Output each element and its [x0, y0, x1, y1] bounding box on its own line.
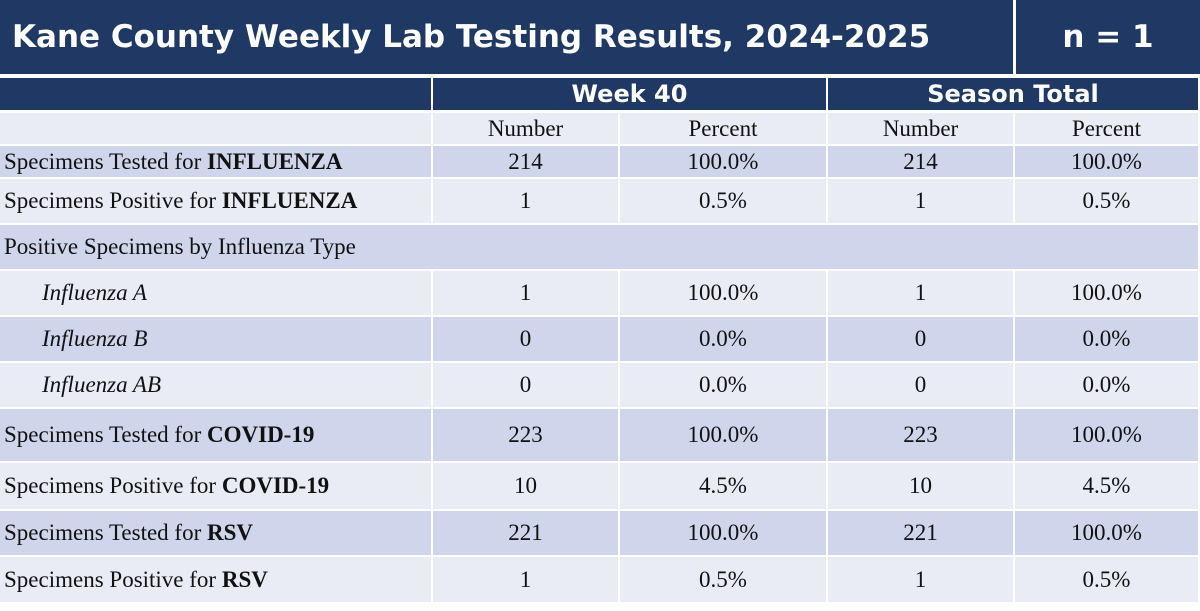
- column-header-blank: [0, 113, 431, 144]
- value-cell: 0.0%: [1015, 317, 1198, 361]
- value-cell: 0.5%: [1015, 179, 1198, 223]
- value-cell: 0.0%: [620, 317, 826, 361]
- row-label: Specimens Tested for INFLUENZA: [0, 146, 431, 177]
- value-cell: 4.5%: [1015, 463, 1198, 509]
- header-blank: [0, 78, 431, 110]
- row-label: Specimens Positive for RSV: [0, 557, 431, 602]
- value-cell: 1: [433, 557, 618, 602]
- sample-size: n = 1: [1016, 0, 1200, 74]
- group-header: Week 40: [433, 78, 826, 110]
- row-label: Influenza B: [0, 317, 431, 361]
- label-emphasis: INFLUENZA: [207, 148, 343, 174]
- row-label: Specimens Tested for RSV: [0, 511, 431, 555]
- column-header: Number: [433, 113, 618, 144]
- label-text: Specimens Positive for: [4, 566, 217, 592]
- value-cell: 10: [828, 463, 1013, 509]
- value-cell: 1: [433, 271, 618, 315]
- value-cell: 0: [828, 363, 1013, 407]
- label-text: Specimens Tested for: [4, 148, 202, 174]
- label-emphasis: COVID-19: [207, 422, 315, 447]
- label-text: Specimens Tested for: [4, 520, 202, 545]
- label-text: Specimens Positive for: [4, 473, 217, 498]
- value-cell: 100.0%: [620, 409, 826, 461]
- value-cell: 0.5%: [1015, 557, 1198, 602]
- value-cell: 0.0%: [620, 363, 826, 407]
- value-cell: 0: [433, 317, 618, 361]
- value-cell: 0: [828, 317, 1013, 361]
- label-text: Influenza A: [42, 280, 147, 305]
- column-header: Number: [828, 113, 1013, 144]
- row-label: Influenza AB: [0, 363, 431, 407]
- value-cell: 214: [828, 146, 1013, 177]
- value-cell: 223: [433, 409, 618, 461]
- value-cell: 1: [828, 557, 1013, 602]
- value-cell: 1: [828, 179, 1013, 223]
- label-text: Influenza B: [42, 326, 148, 351]
- title: Kane County Weekly Lab Testing Results, …: [0, 0, 1013, 74]
- value-cell: 100.0%: [1015, 271, 1198, 315]
- value-cell: 100.0%: [620, 271, 826, 315]
- label-text: Specimens Positive for: [4, 188, 217, 213]
- value-cell: 0: [433, 363, 618, 407]
- value-cell: 0.0%: [1015, 363, 1198, 407]
- value-cell: 0.5%: [620, 557, 826, 602]
- group-header: Season Total: [828, 78, 1198, 110]
- value-cell: 223: [828, 409, 1013, 461]
- column-header: Percent: [1015, 113, 1198, 144]
- row-label: Specimens Positive for INFLUENZA: [0, 179, 431, 223]
- value-cell: 1: [433, 179, 618, 223]
- column-header: Percent: [620, 113, 826, 144]
- value-cell: 221: [828, 511, 1013, 555]
- label-text: Specimens Tested for: [4, 422, 202, 447]
- value-cell: 100.0%: [620, 511, 826, 555]
- label-emphasis: INFLUENZA: [221, 188, 358, 213]
- value-cell: 0.5%: [620, 179, 826, 223]
- value-cell: 100.0%: [620, 146, 826, 177]
- value-cell: 10: [433, 463, 618, 509]
- label-emphasis: RSV: [207, 520, 254, 545]
- value-cell: 100.0%: [1015, 409, 1198, 461]
- value-cell: 221: [433, 511, 618, 555]
- group-label: Positive Specimens by Influenza Type: [0, 225, 1198, 269]
- value-cell: 4.5%: [620, 463, 826, 509]
- row-label: Influenza A: [0, 271, 431, 315]
- value-cell: 100.0%: [1015, 511, 1198, 555]
- row-label: Specimens Tested for COVID-19: [0, 409, 431, 461]
- value-cell: 1: [828, 271, 1013, 315]
- label-text: Influenza AB: [42, 372, 162, 397]
- value-cell: 214: [433, 146, 618, 177]
- row-label: Specimens Positive for COVID-19: [0, 463, 431, 509]
- value-cell: 100.0%: [1015, 146, 1198, 177]
- label-emphasis: COVID-19: [221, 473, 330, 498]
- label-emphasis: RSV: [221, 566, 268, 592]
